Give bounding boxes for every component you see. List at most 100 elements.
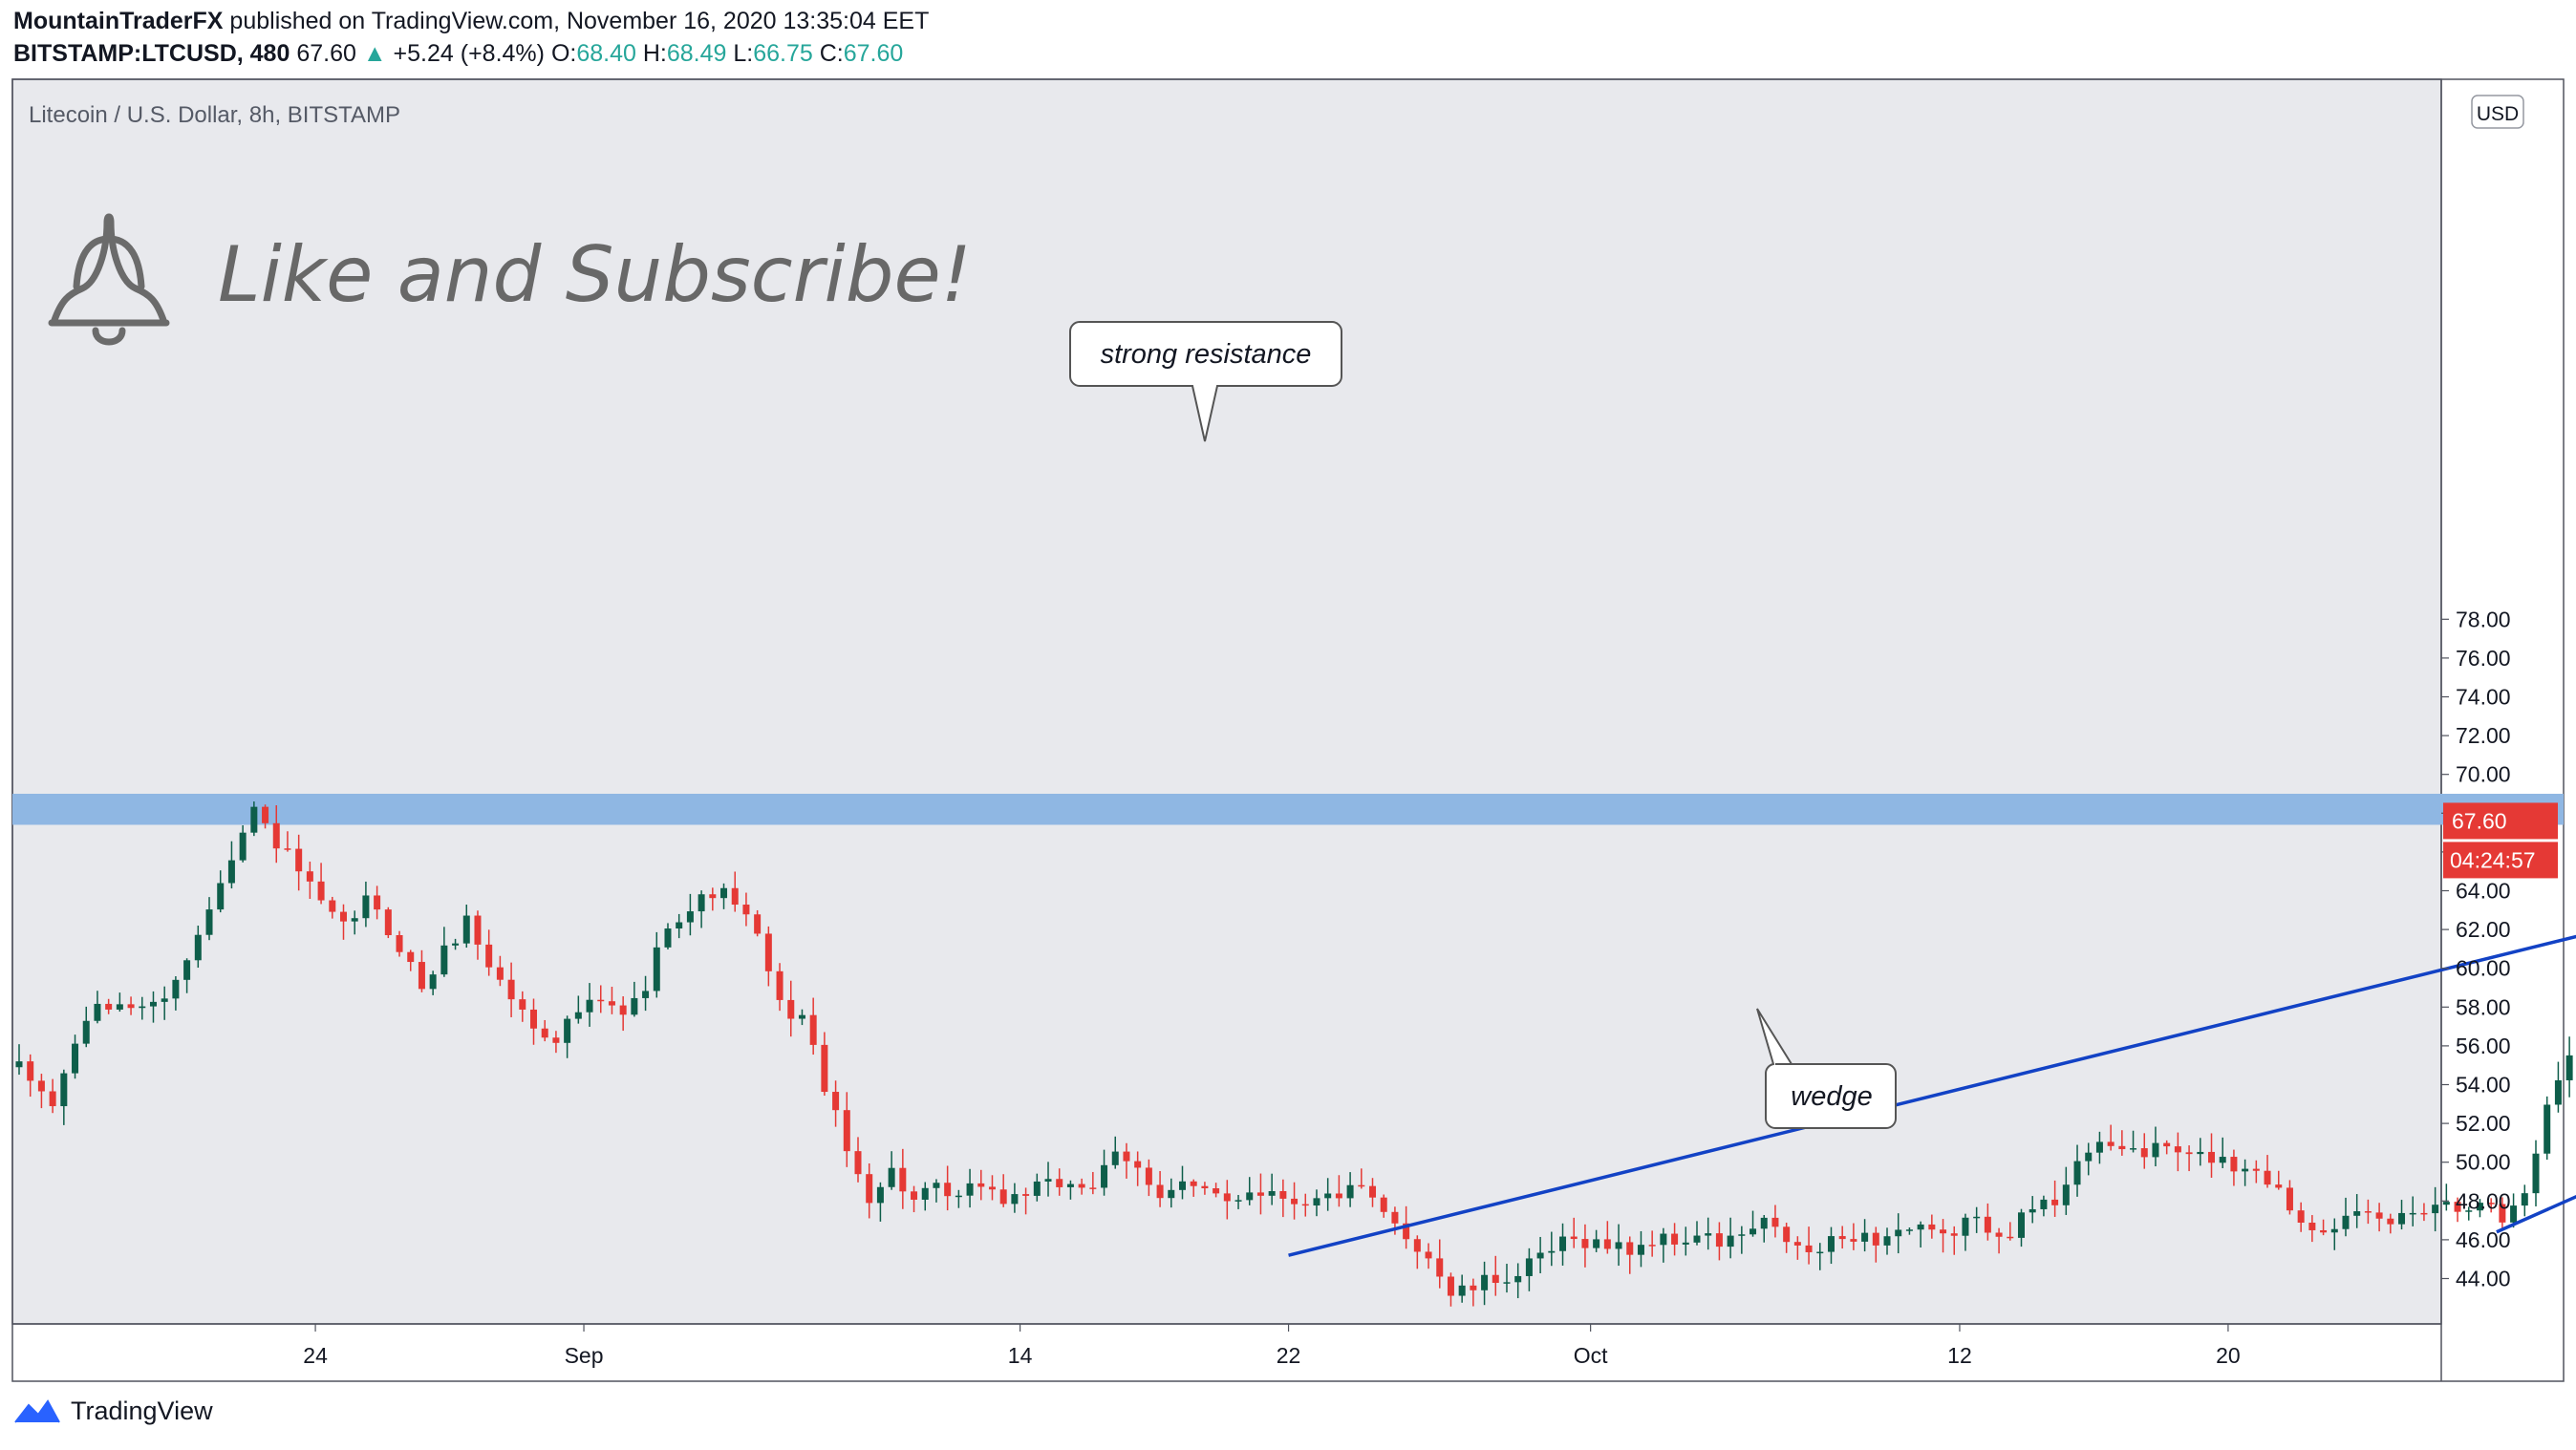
tradingview-logo-icon — [14, 1398, 60, 1423]
low-label: L: — [733, 40, 754, 67]
candle — [653, 931, 660, 998]
candle-body — [396, 935, 403, 952]
wedge-callout[interactable]: wedge — [1756, 1008, 1897, 1129]
candle-body — [1570, 1236, 1578, 1240]
candle-body — [452, 943, 460, 946]
candle-body — [1536, 1252, 1544, 1259]
open-value: 68.40 — [576, 40, 636, 67]
candle-body — [2442, 1202, 2450, 1205]
candle — [272, 805, 280, 864]
candle — [1470, 1278, 1477, 1307]
currency-badge[interactable]: USD — [2471, 95, 2524, 129]
candle — [854, 1137, 862, 1183]
time-tick-label: Oct — [1574, 1343, 1608, 1368]
candle — [2521, 1184, 2528, 1217]
candle — [1816, 1243, 1824, 1270]
candle — [2208, 1133, 2216, 1178]
candle — [507, 962, 515, 1017]
candle-body — [2454, 1202, 2461, 1212]
candle — [1760, 1214, 1768, 1243]
candle — [552, 1031, 560, 1054]
candle — [1705, 1217, 1712, 1250]
candle-body — [1134, 1161, 1142, 1168]
candle-body — [1458, 1285, 1466, 1296]
candle — [530, 998, 538, 1045]
upper-trendline[interactable] — [1288, 757, 2576, 1257]
candle — [1603, 1221, 1611, 1254]
candle-body — [2130, 1148, 2137, 1150]
candle — [1022, 1187, 1030, 1215]
candle-body — [2085, 1152, 2093, 1162]
candle-body — [94, 1003, 101, 1021]
candle — [1525, 1247, 1533, 1291]
candle-body — [1883, 1236, 1891, 1246]
candle — [1536, 1236, 1544, 1273]
candle-body — [172, 979, 180, 999]
candle-body — [2286, 1187, 2293, 1211]
candle-body — [2107, 1141, 2114, 1146]
candle-body — [139, 1006, 146, 1009]
candle-body — [832, 1092, 840, 1111]
candle-body — [227, 860, 235, 884]
price-tick-label: 48.00 — [2456, 1188, 2511, 1213]
chart-legend-title: Litecoin / U.S. Dollar, 8h, BITSTAMP — [29, 102, 400, 128]
candle — [1805, 1226, 1813, 1265]
candle — [2353, 1194, 2361, 1228]
candle-body — [1548, 1250, 1556, 1253]
candle — [1548, 1231, 1556, 1267]
candle — [1436, 1239, 1444, 1289]
candle — [462, 905, 470, 949]
candle-body — [2029, 1208, 2036, 1213]
candle — [1917, 1221, 1924, 1247]
candle — [608, 987, 615, 1014]
low-value: 66.75 — [753, 40, 813, 67]
candle — [2230, 1149, 2238, 1186]
candle-body — [2140, 1148, 2148, 1158]
candle — [832, 1080, 840, 1127]
candle — [2432, 1186, 2439, 1232]
price-axis[interactable]: 44.00 46.00 48.00 50.00 52.00 54.00 56.00 58.00… — [2441, 607, 2511, 1291]
candle — [1637, 1230, 1644, 1268]
candle — [2286, 1180, 2293, 1215]
candle — [1715, 1222, 1723, 1261]
candle-body — [1391, 1211, 1399, 1224]
candle-body — [2073, 1161, 2081, 1185]
candle — [597, 985, 605, 1013]
candle-body — [552, 1037, 560, 1043]
high-label: H: — [642, 40, 667, 67]
candle — [1581, 1224, 1589, 1268]
candle — [1872, 1226, 1879, 1263]
symbol-label[interactable]: BITSTAMP:LTCUSD, 480 — [13, 40, 290, 67]
candle — [1883, 1227, 1891, 1255]
candle-body — [127, 1004, 135, 1009]
candle-body — [1101, 1164, 1108, 1188]
candle — [866, 1162, 873, 1219]
candle — [2420, 1203, 2428, 1222]
candle — [183, 958, 191, 993]
time-axis[interactable]: 24Sep1422Oct1220Nov923Dec — [303, 1324, 2576, 1368]
tradingview-footer[interactable]: TradingView — [13, 1397, 213, 1426]
price-tick-label: 54.00 — [2456, 1073, 2511, 1098]
candle-body — [1301, 1204, 1309, 1206]
candle-body — [1044, 1179, 1052, 1182]
resistance-zone[interactable] — [12, 794, 2564, 825]
author-name[interactable]: MountainTraderFX — [13, 8, 224, 34]
candle-body — [2017, 1212, 2025, 1238]
candle — [776, 963, 784, 1012]
candle-body — [1123, 1151, 1130, 1162]
candle — [1168, 1178, 1175, 1208]
ohlc-bar: BITSTAMP:LTCUSD, 480 67.60 ▲ +5.24 (+8.4… — [13, 40, 903, 68]
candle-body — [1603, 1239, 1611, 1249]
candle — [1447, 1272, 1454, 1307]
candle-body — [955, 1195, 962, 1198]
candle — [1358, 1168, 1365, 1189]
candle — [720, 883, 728, 909]
resistance-callout-label: strong resistance — [1101, 339, 1312, 370]
resistance-callout[interactable]: strong resistance — [1069, 321, 1342, 442]
candle-body — [2095, 1141, 2103, 1153]
candles-layer — [15, 801, 2573, 1307]
candle-body — [720, 887, 728, 899]
candle-body — [1190, 1181, 1197, 1186]
candle-body — [2051, 1199, 2059, 1205]
